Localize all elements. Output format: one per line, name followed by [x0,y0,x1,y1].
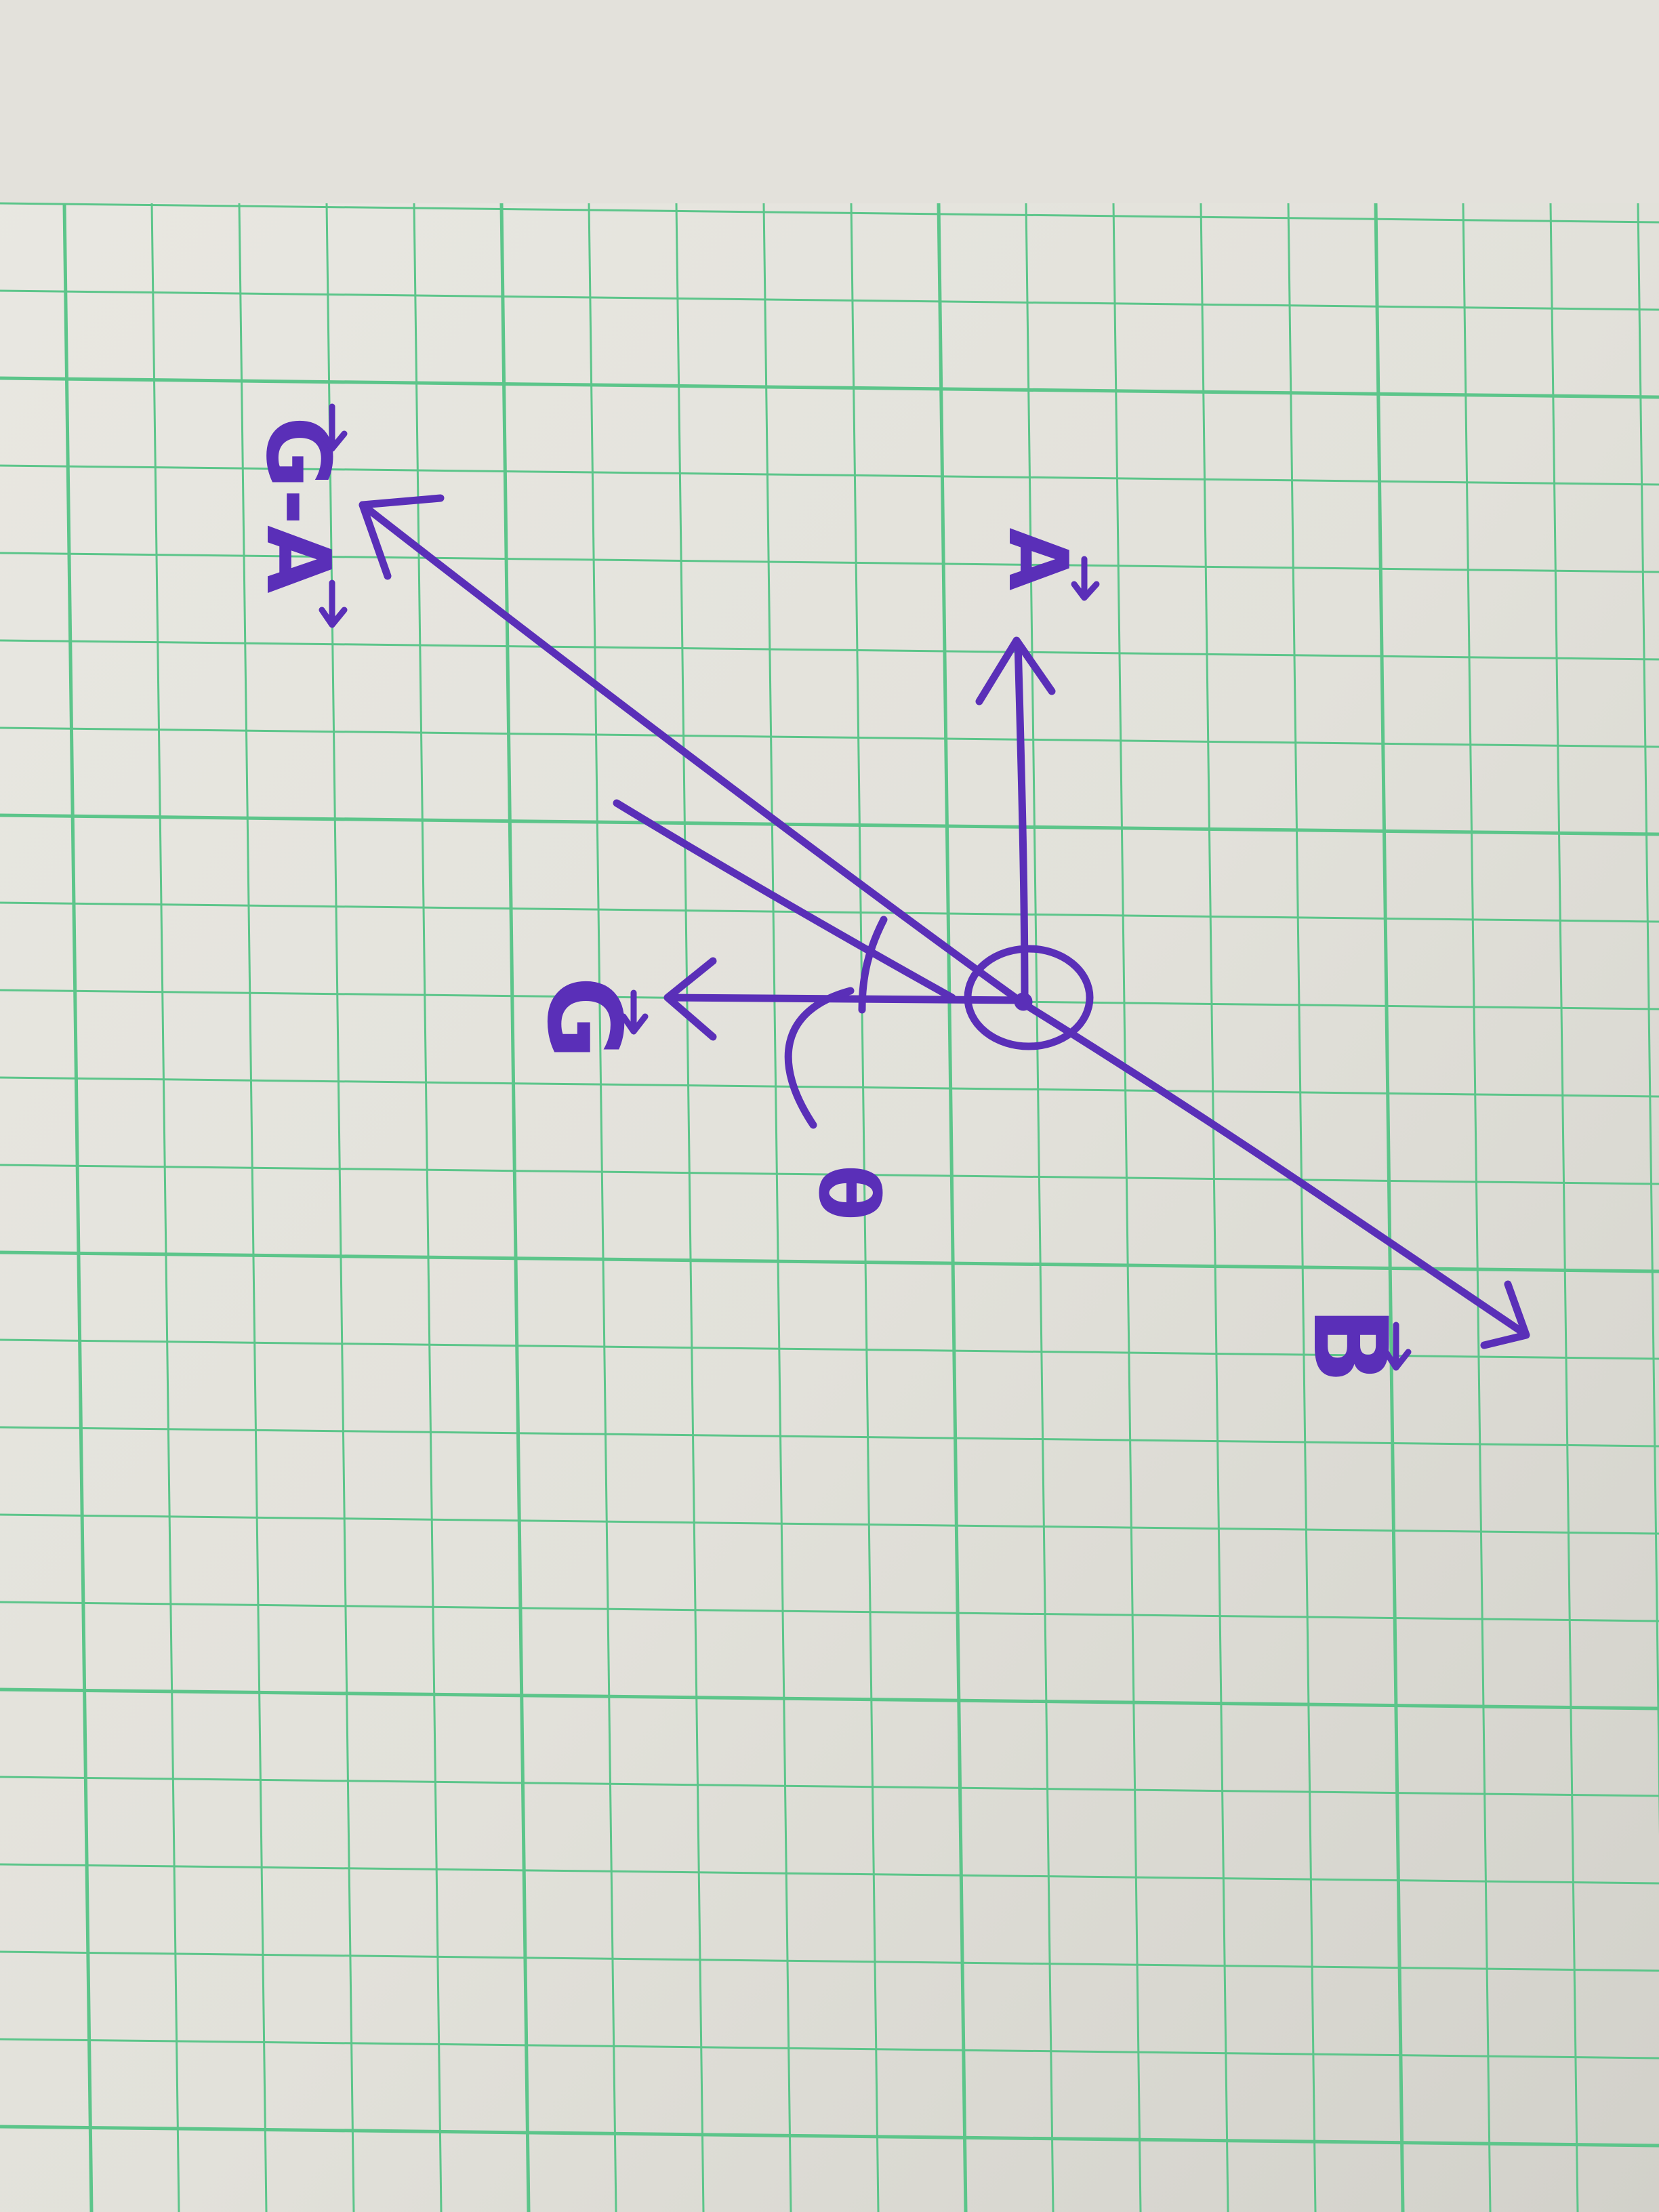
angle-arc [858,916,888,1014]
grid-line-vertical [238,203,268,2212]
grid-line-vertical [325,203,355,2212]
grid-line-horizontal [0,901,1659,923]
vector-a-overarrow-icon [1071,556,1100,601]
grid-line-vertical [62,203,94,2212]
grid-line-horizontal [0,1863,1659,1885]
vector-a-shaft [1014,638,1029,1004]
vector-g-overarrow-icon [620,989,649,1035]
grid-line-vertical [1549,203,1579,2212]
grid-line-horizontal [0,1513,1659,1535]
vector-g-minus-a-shaft [359,501,1029,1008]
grid-line-vertical [499,203,531,2212]
grid-line-vertical [1287,203,1317,2212]
vector-diagram [359,494,1530,1349]
grid-line-horizontal [0,202,1659,224]
grid-line-horizontal [0,1950,1659,1972]
vector-g-shaft [667,994,1029,1004]
grid-line-horizontal [0,813,1659,836]
vector-g-minus-a-arrowhead [359,494,445,580]
grid-line-horizontal [0,1687,1659,1711]
grid-line-vertical [413,203,443,2212]
grid-line-horizontal [0,1426,1659,1448]
grid-line-vertical [675,203,705,2212]
grid-line-horizontal [0,1338,1659,1360]
label-angle-theta: θ [800,1165,895,1221]
grid-line-vertical [850,203,880,2212]
origin-point [1014,992,1033,1011]
paper-top-margin [0,0,1659,203]
vector-b-arrowhead [1480,1280,1530,1349]
grid-line-vertical [1200,203,1229,2212]
grid-line-vertical [1637,203,1659,1836]
grid-line-horizontal [0,2038,1659,2060]
grid-line-horizontal [0,376,1659,399]
grid-line-horizontal [0,1776,1659,1797]
grid-line-horizontal [0,2125,1659,2148]
vector-b-shaft [1021,1000,1529,1338]
angle-pointer [784,987,855,1129]
label-vector-b: B [1290,1307,1408,1384]
grid-line-horizontal [0,639,1659,661]
grid-line-vertical [150,203,180,2212]
grid-line-vertical [762,203,792,2212]
grid-line-horizontal [0,464,1659,486]
grid-lines [0,202,1659,2212]
label-vector-a: A [990,528,1084,591]
grid-line-horizontal [0,552,1659,573]
grid-line-vertical [937,203,968,2212]
grid-line-vertical [588,203,617,2212]
grid-line-vertical [1374,203,1405,2212]
grid-line-horizontal [0,1250,1659,1273]
vector-a-arrowhead [975,636,1056,705]
grid-line-vertical [1462,203,1492,2212]
grid-line-horizontal [0,1076,1659,1098]
vector-g-minus-a-overarrow-icon [319,403,348,628]
vector-b-overarrow-icon [1382,1322,1412,1371]
origin-circle [964,945,1094,1050]
grid-line-horizontal [0,726,1659,748]
vector-g-arrowhead [663,957,717,1041]
parallel-guide-line [613,799,956,1002]
grid-line-horizontal [0,1164,1659,1185]
grid-line-horizontal [0,1601,1659,1622]
grid-line-horizontal [0,289,1659,311]
